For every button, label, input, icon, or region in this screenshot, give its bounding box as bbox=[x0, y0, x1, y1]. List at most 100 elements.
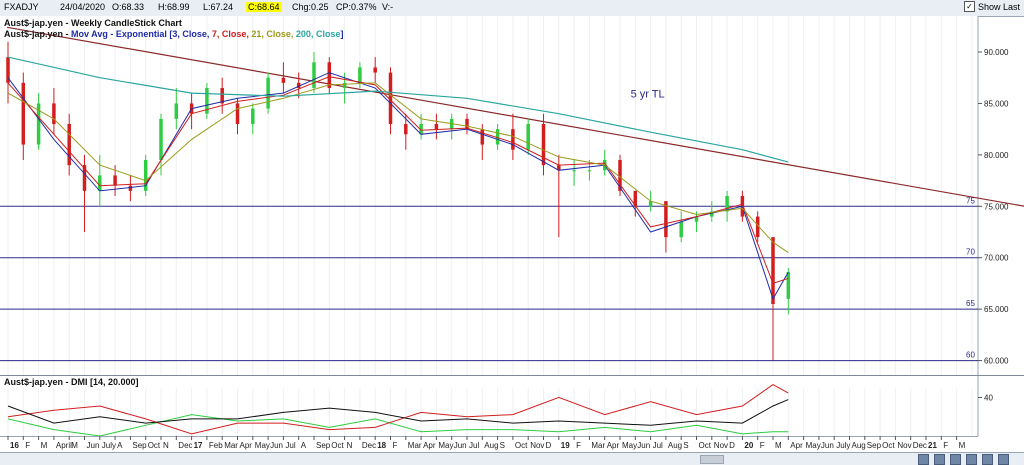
legend-item: 21, Close, bbox=[251, 29, 296, 39]
x-year-label: 21 bbox=[928, 441, 937, 450]
level-label: 70 bbox=[966, 248, 975, 257]
x-month-label: Dec bbox=[362, 441, 376, 450]
legend-name: Mov Avg - Exponential [ bbox=[71, 29, 172, 39]
y-axis-ticks: 90.000 85.000 80.000 75.000 70.000 65.000 60.0… bbox=[978, 48, 1009, 366]
candle-body bbox=[296, 82, 301, 88]
x-month-label: Aug bbox=[852, 441, 866, 450]
candle-body bbox=[128, 185, 133, 191]
candle-body bbox=[21, 82, 26, 145]
candlestick-chart: 75 70 65 60 5 yr TL 90.000 85.000 80.000 75.00… bbox=[0, 16, 1024, 376]
high-label: H:68.99 bbox=[158, 2, 190, 12]
x-month-label: Feb bbox=[209, 441, 223, 450]
x-month-label: Mar bbox=[408, 441, 422, 450]
candle-body bbox=[633, 190, 638, 207]
x-month-label: D bbox=[546, 441, 552, 450]
candle-body bbox=[648, 201, 653, 207]
low-label: L:67.24 bbox=[203, 2, 234, 12]
candle-body bbox=[159, 118, 163, 160]
x-month-label: Oct bbox=[331, 441, 344, 450]
x-month-label: Jul bbox=[285, 441, 295, 450]
candle-body bbox=[388, 72, 393, 124]
date-label: 24/04/2020 bbox=[60, 2, 106, 12]
legend-item: 3, Close, bbox=[172, 29, 212, 39]
dmi-lines bbox=[7, 384, 789, 436]
candle-body bbox=[342, 82, 347, 88]
scroll-left-icon[interactable] bbox=[950, 454, 961, 465]
trendline bbox=[6, 26, 1024, 207]
candle-body bbox=[587, 170, 592, 172]
candle-body bbox=[710, 211, 714, 217]
x-month-label: M bbox=[41, 441, 48, 450]
ma-line-21 bbox=[7, 82, 789, 254]
x-month-label: May bbox=[438, 441, 453, 450]
zoom-out-icon[interactable] bbox=[934, 454, 945, 465]
x-month-label: Mar bbox=[591, 441, 605, 450]
x-month-label: F bbox=[760, 441, 765, 450]
x-month-label: Apr bbox=[240, 441, 253, 450]
x-month-label: Apr bbox=[607, 441, 620, 450]
x-month-label: Apr bbox=[423, 441, 436, 450]
y-tick-label: 70.000 bbox=[984, 254, 1009, 263]
candle-body bbox=[373, 67, 377, 73]
candle-body bbox=[526, 124, 530, 150]
level-label: 65 bbox=[966, 299, 975, 308]
candle-body bbox=[251, 108, 255, 124]
candle-body bbox=[664, 201, 668, 238]
candle-body bbox=[419, 124, 423, 135]
trendline-group: 5 yr TL bbox=[6, 26, 1024, 207]
x-month-label: May bbox=[255, 441, 270, 450]
dmi-line bbox=[7, 399, 789, 426]
candle-body bbox=[281, 77, 286, 83]
zoom-in-icon[interactable] bbox=[918, 454, 929, 465]
candle-body bbox=[495, 129, 500, 145]
x-year-label: 20 bbox=[744, 441, 753, 450]
candle-body bbox=[52, 103, 56, 124]
x-month-label: Jun bbox=[821, 441, 834, 450]
x-month-label: July bbox=[102, 441, 116, 450]
x-month-label: F bbox=[393, 441, 398, 450]
bottom-toolbar bbox=[0, 452, 1024, 465]
candle-body bbox=[143, 160, 148, 191]
show-last-toggle[interactable]: ✓ Show Last bbox=[963, 1, 1020, 12]
dmi-title: Aust$-jap.yen - DMI [14, 20.000] bbox=[4, 377, 139, 387]
x-month-label: F bbox=[943, 441, 948, 450]
ma-line-7 bbox=[7, 76, 789, 285]
candle-body bbox=[327, 62, 332, 88]
x-month-label: Mar bbox=[224, 441, 238, 450]
candle-body bbox=[220, 88, 224, 104]
candle-body bbox=[786, 272, 791, 299]
legend-suffix: ] bbox=[340, 29, 343, 39]
candles bbox=[6, 41, 791, 361]
x-month-label: Jun bbox=[270, 441, 283, 450]
x-month-label: A bbox=[117, 441, 123, 450]
scrollbar-thumb[interactable] bbox=[700, 455, 724, 464]
x-month-label: N bbox=[163, 441, 169, 450]
y-tick-label: 80.000 bbox=[984, 151, 1009, 160]
show-last-label: Show Last bbox=[977, 1, 1020, 12]
candle-body bbox=[465, 118, 469, 130]
candle-body bbox=[694, 216, 699, 222]
checkbox-icon[interactable]: ✓ bbox=[963, 1, 975, 12]
candle-body bbox=[113, 175, 117, 186]
candle-body bbox=[572, 170, 576, 172]
x-month-label: Nov bbox=[897, 441, 911, 450]
fit-icon[interactable] bbox=[982, 454, 993, 465]
change-label: Chg:0.25 bbox=[292, 2, 329, 12]
x-month-label: S bbox=[683, 441, 688, 450]
x-month-label: A bbox=[301, 441, 307, 450]
candle-body bbox=[36, 103, 41, 145]
scroll-right-icon[interactable] bbox=[966, 454, 977, 465]
x-month-label: F bbox=[25, 441, 30, 450]
x-month-label: Jul bbox=[653, 441, 663, 450]
settings-icon[interactable] bbox=[998, 454, 1009, 465]
pane-divider bbox=[0, 375, 1024, 376]
candle-body bbox=[404, 124, 408, 135]
dmi-line bbox=[7, 414, 789, 436]
y-tick-label: 75.000 bbox=[984, 202, 1009, 211]
x-year-label: 16 bbox=[10, 441, 19, 450]
x-month-label: Nov bbox=[714, 441, 728, 450]
x-month-label: Oct bbox=[882, 441, 895, 450]
volume-label: V:- bbox=[382, 2, 394, 12]
x-month-label: M bbox=[959, 441, 966, 450]
